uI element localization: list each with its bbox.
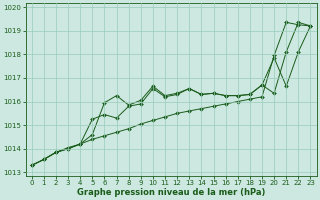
X-axis label: Graphe pression niveau de la mer (hPa): Graphe pression niveau de la mer (hPa) <box>77 188 265 197</box>
